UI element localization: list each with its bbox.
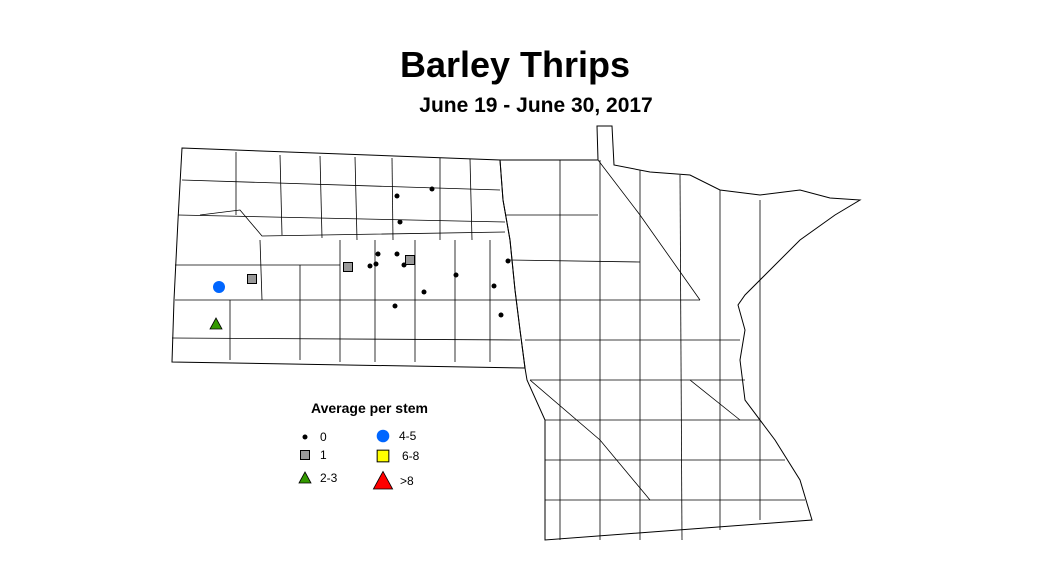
county-boundary xyxy=(259,239,263,301)
map-subtitle: June 19 - June 30, 2017 xyxy=(419,94,653,117)
county-boundary xyxy=(181,179,501,191)
legend-symbol-3 xyxy=(376,429,390,443)
legend-symbol-5 xyxy=(372,470,394,490)
legend-label-5: >8 xyxy=(400,474,414,488)
observation-marker-0 xyxy=(375,251,381,257)
county-boundary xyxy=(509,259,641,263)
minnesota-outline xyxy=(499,125,862,541)
observation-marker-0 xyxy=(367,263,373,269)
observation-marker-1 xyxy=(343,262,353,272)
observation-marker-0 xyxy=(498,312,504,318)
observation-marker-0 xyxy=(453,272,459,278)
county-boundary xyxy=(597,159,701,301)
county-boundary xyxy=(689,379,741,421)
legend-label-4: 6-8 xyxy=(402,449,420,463)
legend-symbol-2 xyxy=(298,471,312,484)
observation-marker-0 xyxy=(397,219,403,225)
observation-marker-0 xyxy=(505,258,511,264)
county-boundary xyxy=(319,155,323,239)
legend-symbol-4 xyxy=(376,449,390,463)
county-boundary xyxy=(199,209,506,237)
county-boundary xyxy=(679,174,683,541)
county-boundary xyxy=(177,214,506,223)
legend-label-2: 2-3 xyxy=(320,471,338,485)
county-boundary xyxy=(171,337,521,341)
county-boundary xyxy=(469,158,473,241)
legend-symbol-1 xyxy=(300,450,310,460)
observation-marker-0 xyxy=(394,251,400,257)
observation-marker-0 xyxy=(491,283,497,289)
observation-marker-4-5 xyxy=(213,281,225,293)
observation-marker-0 xyxy=(421,289,427,295)
observation-marker-1 xyxy=(247,274,257,284)
observation-marker-0 xyxy=(392,303,398,309)
county-boundary xyxy=(279,154,283,236)
map-title: Barley Thrips xyxy=(399,44,631,85)
county-boundary xyxy=(391,157,394,241)
legend-title: Average per stem xyxy=(311,400,428,416)
legend-label-3: 4-5 xyxy=(399,429,417,443)
observation-marker-0 xyxy=(394,193,400,199)
legend-symbol-0 xyxy=(302,434,308,440)
legend-label-0: 0 xyxy=(320,430,327,444)
county-boundary xyxy=(529,379,651,501)
observation-marker-0 xyxy=(429,186,435,192)
legend-label-1: 1 xyxy=(320,448,327,462)
observation-marker-1 xyxy=(405,255,415,265)
county-boundary xyxy=(354,156,358,241)
observation-marker-0 xyxy=(373,261,379,267)
observation-marker-2-3 xyxy=(209,317,223,330)
